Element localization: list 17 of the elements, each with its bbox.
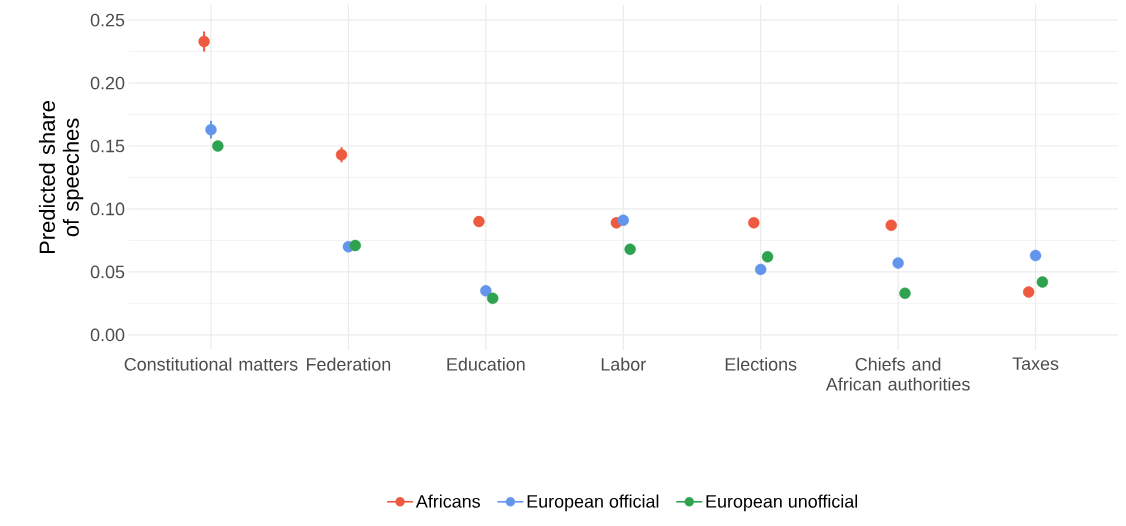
y-axis-title: Predicted share of speeches bbox=[38, 101, 84, 254]
y-tick-label: 0.10 bbox=[90, 202, 125, 216]
y-tick-label: 0.05 bbox=[90, 265, 125, 279]
legend-label: European official bbox=[527, 494, 659, 512]
legend-label: Africans bbox=[415, 494, 480, 508]
x-tick-label: Taxes bbox=[1012, 357, 1059, 371]
x-tick-label: Labor bbox=[601, 357, 646, 371]
y-tick-label: 0.20 bbox=[90, 76, 125, 90]
x-tick-label: Elections bbox=[725, 357, 797, 371]
x-tick-label: Constitutional matters bbox=[124, 357, 298, 371]
x-tick-label: Federation bbox=[307, 357, 391, 371]
y-tick-label: 0.25 bbox=[90, 13, 125, 27]
x-tick-label: Chiefs and African authorities bbox=[825, 357, 970, 391]
x-tick-label: Education bbox=[447, 357, 525, 371]
y-tick-label: 0.15 bbox=[90, 139, 125, 153]
y-tick-label: 0.00 bbox=[90, 328, 125, 342]
legend-label: European unofficial bbox=[706, 494, 858, 512]
